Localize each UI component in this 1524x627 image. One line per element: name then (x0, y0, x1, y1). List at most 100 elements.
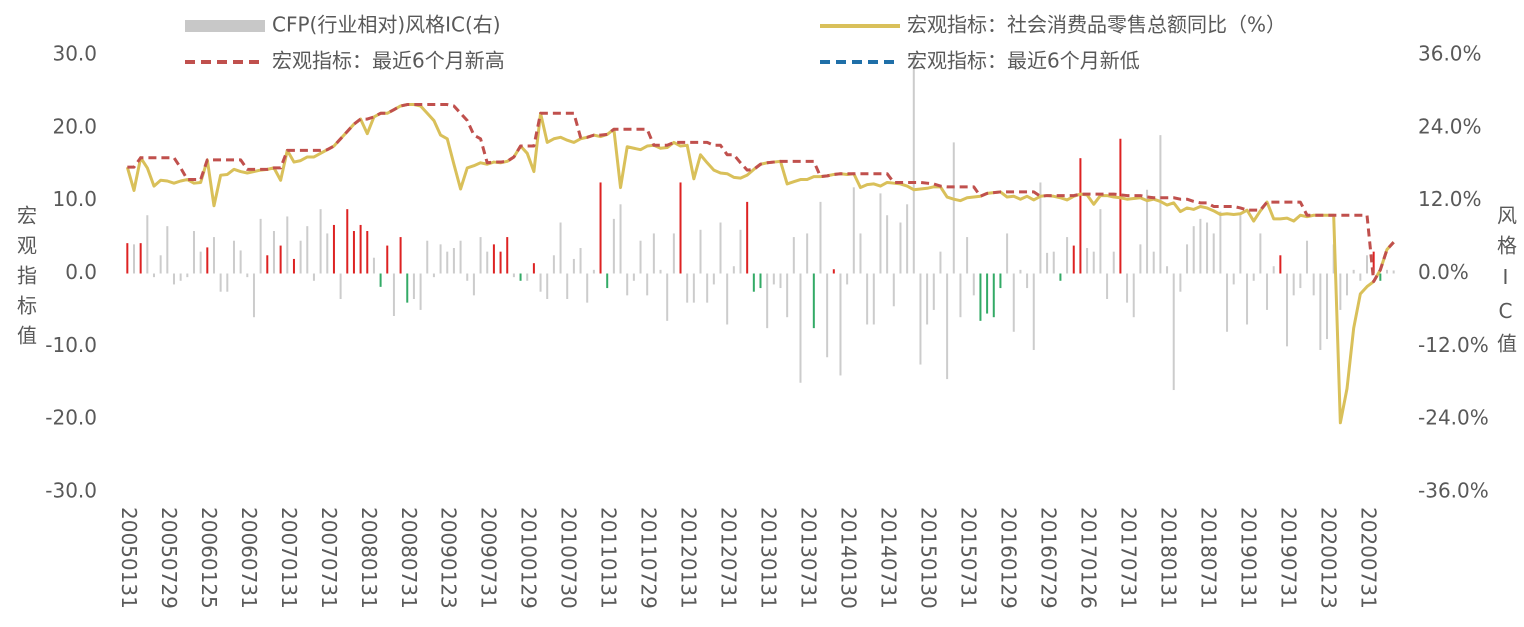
x-tick-label: 20180131 (1157, 507, 1181, 609)
x-tick-label: 20200123 (1317, 507, 1341, 609)
bar (519, 273, 522, 281)
x-tick-label: 20160729 (1037, 507, 1061, 609)
bar (552, 255, 555, 274)
bar (226, 273, 229, 292)
bar (1079, 158, 1082, 274)
y2-tick-label: 0.0% (1418, 260, 1469, 284)
x-tick-label: 20200731 (1357, 507, 1381, 609)
bar (899, 222, 902, 274)
bar (692, 273, 695, 303)
bar (446, 251, 449, 274)
bar (1092, 251, 1095, 274)
bar (912, 55, 915, 274)
bar (1086, 248, 1089, 274)
bar (1232, 273, 1235, 285)
bar (572, 258, 575, 274)
x-tick-label: 20070731 (317, 507, 341, 609)
bar (239, 250, 242, 274)
bar (726, 273, 729, 325)
bar (172, 273, 175, 285)
legend-label: CFP(行业相对)风格IC(右) (272, 13, 501, 37)
y-tick-label: -20.0 (45, 406, 97, 430)
bar (199, 251, 202, 274)
bar (1119, 138, 1122, 274)
bar (539, 273, 542, 292)
bar (392, 273, 395, 316)
bar (992, 273, 995, 318)
y-tick-label: 10.0 (52, 187, 97, 211)
x-tick-label: 20100730 (557, 507, 581, 609)
bar (139, 243, 142, 274)
x-tick-label: 20090123 (437, 507, 461, 609)
bar (1339, 273, 1342, 310)
bar (266, 255, 269, 274)
bar (826, 273, 829, 358)
bar (212, 237, 215, 274)
bar (1146, 189, 1149, 274)
bar (126, 243, 129, 274)
bar (1199, 218, 1202, 274)
bar (1252, 273, 1255, 281)
bar (1379, 273, 1382, 281)
y2-tick-label: 36.0% (1418, 42, 1482, 66)
bar (1386, 269, 1389, 274)
y2-axis-title: 风格IC值 (1494, 205, 1518, 363)
bar (432, 273, 435, 278)
bar (1272, 266, 1275, 274)
x-tick-label: 20150130 (917, 507, 941, 609)
bar (672, 233, 675, 274)
bar (359, 224, 362, 274)
x-tick-label: 20170126 (1077, 507, 1101, 609)
bar (619, 204, 622, 274)
bar (706, 273, 709, 303)
bar (546, 273, 549, 299)
bar (1166, 266, 1169, 274)
bar (346, 209, 349, 274)
bar (279, 245, 282, 274)
bar (926, 273, 929, 325)
bar (472, 273, 475, 296)
y-tick-label: 20.0 (52, 114, 97, 138)
bar (299, 240, 302, 274)
bar (959, 273, 962, 318)
bar (192, 231, 195, 274)
bar (1366, 255, 1369, 274)
bar (366, 231, 369, 274)
bar (252, 273, 255, 318)
y-tick-label: 30.0 (52, 42, 97, 66)
bar (372, 257, 375, 274)
bar (1326, 273, 1329, 340)
bar (499, 251, 502, 274)
bar (646, 273, 649, 296)
bar (732, 266, 735, 274)
bar (626, 273, 629, 296)
bar (606, 273, 609, 289)
bar (806, 233, 809, 274)
bar (152, 273, 155, 278)
bar (1066, 237, 1069, 274)
bar (1172, 273, 1175, 391)
bar (772, 273, 775, 285)
bar (326, 233, 329, 274)
bar (452, 248, 455, 274)
bar (846, 273, 849, 285)
bar (819, 201, 822, 274)
y2-tick-label: 24.0% (1418, 114, 1482, 138)
x-tick-label: 20080131 (357, 507, 381, 609)
bar (1266, 273, 1269, 310)
bar (1259, 233, 1262, 274)
bar (872, 273, 875, 325)
bar (159, 255, 162, 274)
bar (679, 182, 682, 274)
bar (566, 273, 569, 299)
bar (146, 215, 149, 274)
bar (1132, 273, 1135, 318)
bar (1012, 273, 1015, 332)
bar (1346, 273, 1349, 296)
bar (1039, 182, 1042, 274)
bar (1059, 273, 1062, 281)
bar (399, 237, 402, 274)
bar (946, 273, 949, 380)
x-tick-label: 20160129 (997, 507, 1021, 609)
